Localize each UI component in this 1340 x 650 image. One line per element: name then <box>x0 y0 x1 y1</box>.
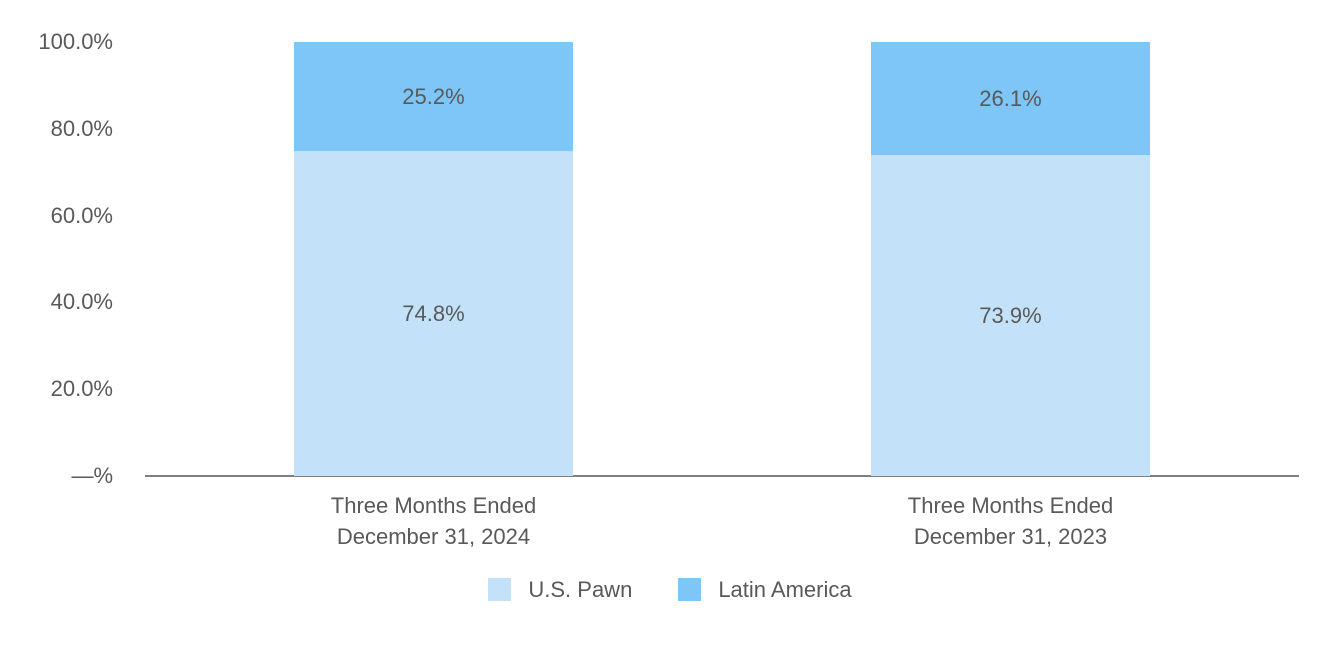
segment-data-label: 26.1% <box>979 85 1042 111</box>
x-axis-label-line: Three Months Ended <box>907 493 1114 518</box>
x-axis-line <box>145 475 1299 477</box>
bar-segment-latin-america: 25.2% <box>294 42 573 152</box>
x-axis-label-line: December 31, 2023 <box>913 524 1108 549</box>
y-tick-label: 20.0% <box>50 376 113 402</box>
chart-legend: U.S. Pawn Latin America <box>0 578 1340 601</box>
y-tick-label: 40.0% <box>50 289 113 315</box>
legend-item: U.S. Pawn <box>488 578 632 601</box>
segment-data-label: 25.2% <box>402 83 465 109</box>
legend-label: Latin America <box>718 577 852 602</box>
y-tick-label: 80.0% <box>50 115 113 141</box>
legend-swatch-icon <box>678 578 702 601</box>
x-axis-label-line: December 31, 2024 <box>336 524 531 549</box>
y-tick-label: 60.0% <box>50 202 113 228</box>
bar-segment-latin-america: 26.1% <box>871 42 1150 156</box>
legend-item: Latin America <box>678 577 852 602</box>
legend-label: U.S. Pawn <box>528 577 633 602</box>
x-axis-label: Three Months Ended December 31, 2023 <box>841 490 1181 552</box>
segment-data-label: 73.9% <box>979 302 1042 328</box>
x-axis-label: Three Months Ended December 31, 2024 <box>264 490 604 552</box>
y-tick-label: —% <box>71 463 113 488</box>
bar-segment-u-s-pawn: 73.9% <box>871 155 1150 476</box>
x-axis-label-line: Three Months Ended <box>330 493 537 518</box>
segment-data-label: 74.8% <box>402 300 465 326</box>
y-tick-label: 100.0% <box>38 29 113 54</box>
bar-segment-u-s-pawn: 74.8% <box>294 151 573 476</box>
legend-swatch-icon <box>488 578 512 601</box>
